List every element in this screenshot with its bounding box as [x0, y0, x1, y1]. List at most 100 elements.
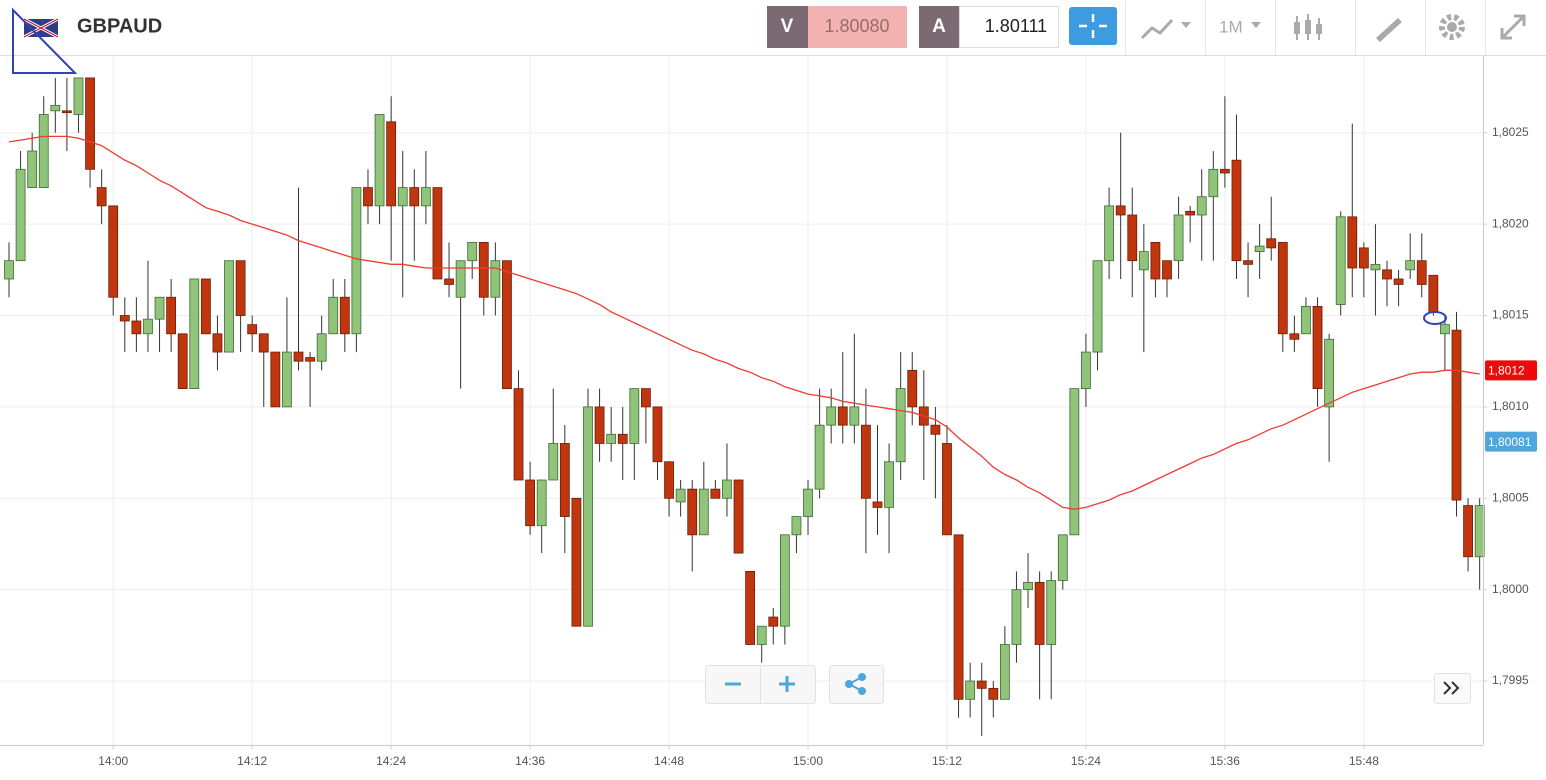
candle-body: [884, 461, 894, 508]
candle-body: [768, 616, 779, 627]
candle-body: [710, 488, 721, 499]
candles-icon-body: [1305, 20, 1311, 34]
bid-label-box[interactable]: [767, 6, 808, 48]
candle-body: [965, 680, 976, 700]
draw-icon[interactable]: [1376, 18, 1402, 42]
ask-label-box[interactable]: [919, 6, 959, 48]
candle-body: [1196, 196, 1207, 216]
candle-body: [1474, 505, 1485, 558]
candle-body: [166, 296, 177, 335]
candle-body: [907, 369, 918, 408]
candle-body: [108, 205, 119, 298]
candle-body: [791, 516, 802, 536]
candle-body: [386, 121, 397, 207]
candle-body: [85, 77, 95, 170]
candle-body: [50, 104, 61, 112]
candle-body: [1428, 274, 1439, 313]
candle-body: [235, 260, 246, 316]
chart-type-icon[interactable]: [1140, 18, 1174, 40]
candle-body: [617, 433, 628, 444]
candle-body: [675, 488, 686, 503]
candle-body: [478, 242, 489, 298]
candle-body: [1011, 589, 1022, 645]
candle-body: [733, 479, 744, 554]
header: GBPAUD V 1.80080 A 1.80111 1M: [12, 0, 1526, 74]
timeframe[interactable]: 1M: [1219, 17, 1243, 36]
candle-body: [1127, 214, 1138, 262]
candle-body: [1254, 245, 1265, 252]
candle-body: [1115, 205, 1126, 216]
candle-body: [200, 278, 211, 335]
candle-body: [1243, 260, 1253, 265]
candle-body: [270, 351, 281, 408]
x-tick-label: 15:36: [1210, 754, 1240, 768]
candle-body: [316, 333, 327, 362]
candle-body: [1069, 388, 1080, 536]
candle-body: [1266, 238, 1277, 249]
candle-body: [1138, 251, 1149, 271]
candle-body: [594, 406, 605, 444]
x-tick-label: 14:48: [654, 754, 684, 768]
bid-box[interactable]: [808, 6, 907, 48]
candle-body: [1220, 168, 1230, 174]
x-tick-label: 14:36: [515, 754, 545, 768]
candle-body: [374, 114, 385, 207]
plot-area: [0, 56, 1485, 745]
candle-body: [212, 333, 223, 353]
candle-body: [1451, 329, 1462, 501]
candle-body: [1405, 260, 1416, 271]
share-dot: [858, 687, 866, 695]
settings-icon[interactable]: [1439, 14, 1465, 40]
candle-body: [1347, 216, 1358, 269]
candle-body: [652, 406, 663, 463]
candle-body: [1034, 581, 1045, 645]
candle-body: [536, 479, 547, 527]
candle-body: [849, 406, 860, 426]
share-dot: [845, 680, 853, 688]
candle-body: [1312, 305, 1323, 390]
candle-body: [397, 187, 408, 207]
candle-body: [1185, 210, 1196, 216]
candle-body: [1046, 580, 1057, 645]
candle-body: [1370, 263, 1381, 271]
drawing-triangle: [12, 7, 78, 74]
candle-body: [826, 406, 837, 426]
dropdown-arrow: [1181, 22, 1191, 28]
candle-body: [27, 150, 38, 188]
x-tick-label: 15:48: [1349, 754, 1379, 768]
candle-body: [779, 534, 790, 627]
symbol: GBPAUD: [77, 15, 162, 37]
candle-body: [861, 424, 871, 499]
candle-body: [698, 488, 709, 536]
candle-body: [664, 461, 674, 499]
candle-body: [1162, 260, 1172, 280]
candle-body: [1440, 324, 1450, 335]
x-tick-label: 14:12: [237, 754, 267, 768]
candle-body: [1173, 214, 1184, 262]
candle-body: [953, 534, 964, 700]
candle-body: [258, 333, 269, 353]
ask-label: A: [932, 16, 946, 37]
candle-body: [1289, 333, 1300, 340]
candle-body: [224, 260, 234, 353]
candle-body: [1104, 205, 1114, 262]
candles-icon-body: [1316, 24, 1322, 34]
zoom-in[interactable]: [779, 676, 795, 692]
candle-body: [490, 260, 501, 298]
candle-body: [525, 479, 535, 527]
x-tick-label: 15:12: [932, 754, 962, 768]
price-tag: [1485, 431, 1537, 452]
fullscreen-icon[interactable]: [1500, 14, 1526, 40]
candle-body: [606, 433, 617, 444]
candle-body: [467, 242, 478, 262]
candle-body: [745, 570, 756, 645]
candle-body: [1023, 581, 1033, 591]
candle-body: [837, 406, 848, 426]
scroll-end-button[interactable]: [1434, 673, 1471, 704]
drawing-ellipse: [1423, 311, 1447, 325]
candle-body: [1324, 338, 1335, 408]
candle-body: [455, 260, 466, 298]
ask-box[interactable]: [959, 6, 1059, 48]
crosshair-button[interactable]: [1069, 7, 1117, 45]
share-dot: [858, 673, 866, 681]
